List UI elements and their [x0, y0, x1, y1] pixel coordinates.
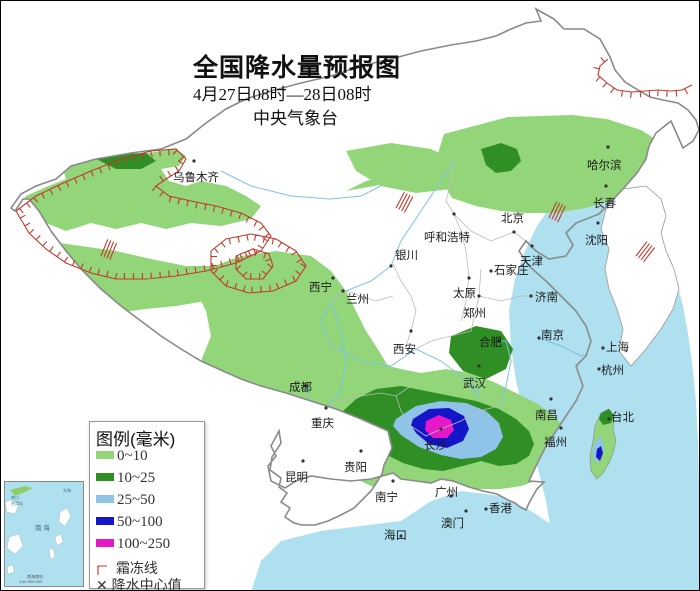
- svg-text:东海: 东海: [63, 487, 71, 493]
- svg-text:台湾岛: 台湾岛: [11, 500, 23, 506]
- svg-text:1:40 000 000: 1:40 000 000: [19, 579, 43, 584]
- svg-text:南口: 南口: [11, 494, 19, 500]
- svg-text:南 海: 南 海: [35, 523, 50, 532]
